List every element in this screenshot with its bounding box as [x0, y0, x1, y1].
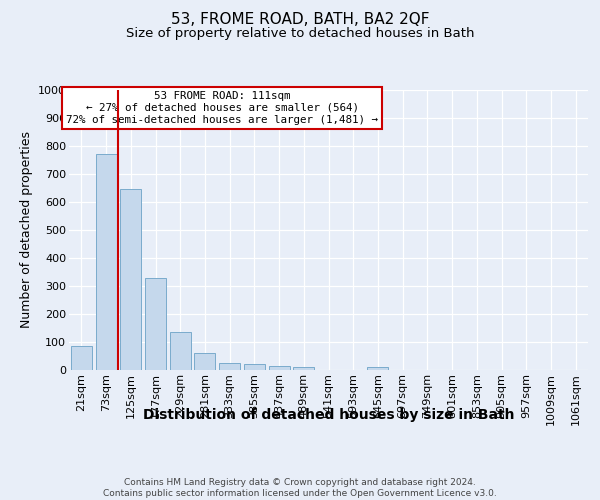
Text: 53 FROME ROAD: 111sqm
← 27% of detached houses are smaller (564)
72% of semi-det: 53 FROME ROAD: 111sqm ← 27% of detached …: [66, 92, 378, 124]
Bar: [269, 366, 290, 370]
Bar: [120, 190, 141, 370]
Bar: [194, 353, 215, 370]
Y-axis label: Number of detached properties: Number of detached properties: [20, 132, 32, 328]
Text: Distribution of detached houses by size in Bath: Distribution of detached houses by size …: [143, 408, 515, 422]
Bar: [170, 332, 191, 370]
Bar: [145, 278, 166, 370]
Bar: [367, 367, 388, 370]
Bar: [293, 367, 314, 370]
Bar: [244, 364, 265, 370]
Text: 53, FROME ROAD, BATH, BA2 2QF: 53, FROME ROAD, BATH, BA2 2QF: [171, 12, 429, 28]
Bar: [71, 346, 92, 370]
Bar: [219, 363, 240, 370]
Bar: [95, 154, 116, 370]
Text: Size of property relative to detached houses in Bath: Size of property relative to detached ho…: [126, 28, 474, 40]
Text: Contains HM Land Registry data © Crown copyright and database right 2024.
Contai: Contains HM Land Registry data © Crown c…: [103, 478, 497, 498]
